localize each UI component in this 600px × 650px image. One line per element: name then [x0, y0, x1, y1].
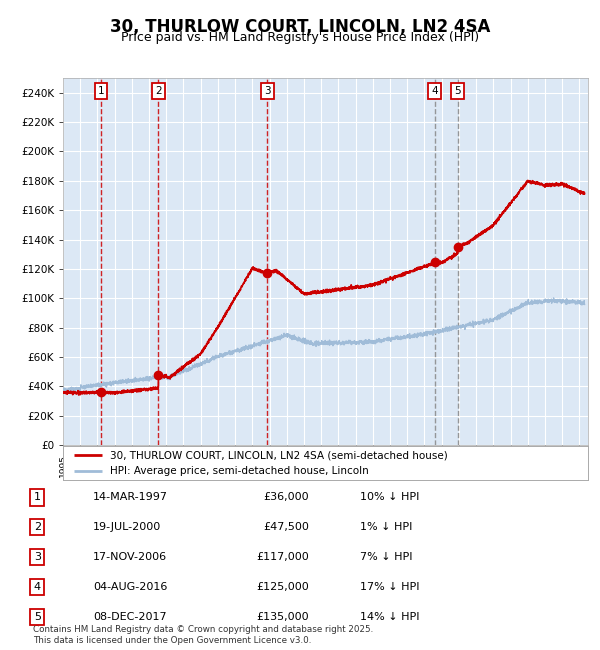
Text: £125,000: £125,000	[256, 582, 309, 592]
Text: Price paid vs. HM Land Registry's House Price Index (HPI): Price paid vs. HM Land Registry's House …	[121, 31, 479, 44]
Text: 17-NOV-2006: 17-NOV-2006	[93, 552, 167, 562]
Text: 3: 3	[264, 86, 271, 96]
Text: 7% ↓ HPI: 7% ↓ HPI	[360, 552, 413, 562]
Text: 2: 2	[155, 86, 161, 96]
Text: 4: 4	[431, 86, 438, 96]
Text: 1: 1	[98, 86, 104, 96]
Text: 14-MAR-1997: 14-MAR-1997	[93, 492, 168, 502]
Text: 2: 2	[34, 522, 41, 532]
Text: 08-DEC-2017: 08-DEC-2017	[93, 612, 167, 622]
Text: HPI: Average price, semi-detached house, Lincoln: HPI: Average price, semi-detached house,…	[110, 466, 369, 476]
Text: 19-JUL-2000: 19-JUL-2000	[93, 522, 161, 532]
Text: 30, THURLOW COURT, LINCOLN, LN2 4SA: 30, THURLOW COURT, LINCOLN, LN2 4SA	[110, 18, 490, 36]
Text: 1% ↓ HPI: 1% ↓ HPI	[360, 522, 412, 532]
Text: 5: 5	[34, 612, 41, 622]
Text: £36,000: £36,000	[263, 492, 309, 502]
Text: £135,000: £135,000	[256, 612, 309, 622]
Text: 5: 5	[454, 86, 461, 96]
Text: 14% ↓ HPI: 14% ↓ HPI	[360, 612, 419, 622]
Text: 30, THURLOW COURT, LINCOLN, LN2 4SA (semi-detached house): 30, THURLOW COURT, LINCOLN, LN2 4SA (sem…	[110, 450, 448, 460]
Text: 10% ↓ HPI: 10% ↓ HPI	[360, 492, 419, 502]
Text: 3: 3	[34, 552, 41, 562]
Text: 1: 1	[34, 492, 41, 502]
Text: 4: 4	[34, 582, 41, 592]
Text: £47,500: £47,500	[263, 522, 309, 532]
Text: £117,000: £117,000	[256, 552, 309, 562]
Text: 17% ↓ HPI: 17% ↓ HPI	[360, 582, 419, 592]
Text: Contains HM Land Registry data © Crown copyright and database right 2025.
This d: Contains HM Land Registry data © Crown c…	[33, 625, 373, 645]
Text: 04-AUG-2016: 04-AUG-2016	[93, 582, 167, 592]
